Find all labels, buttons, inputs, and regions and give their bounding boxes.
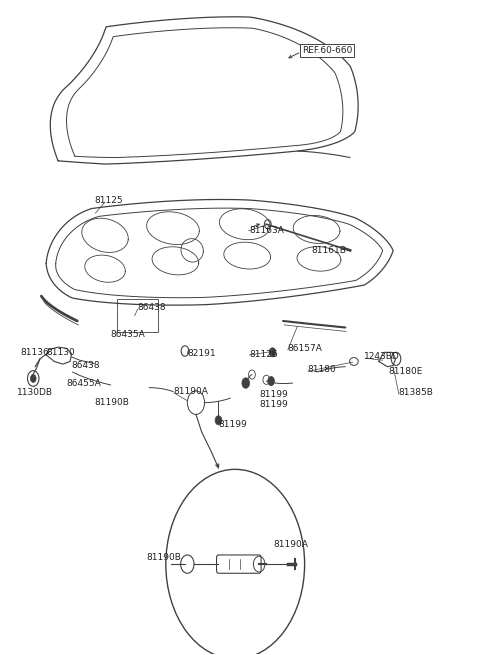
Circle shape	[242, 378, 250, 388]
Text: 86455A: 86455A	[67, 379, 101, 388]
Circle shape	[264, 219, 271, 229]
Text: 81161B: 81161B	[312, 246, 347, 255]
Circle shape	[166, 470, 305, 655]
Text: 81199: 81199	[218, 420, 247, 429]
Circle shape	[30, 375, 36, 383]
Text: 86435A: 86435A	[111, 329, 145, 339]
Circle shape	[269, 348, 276, 357]
Text: 81180E: 81180E	[388, 367, 423, 377]
Circle shape	[215, 416, 222, 425]
Text: 86157A: 86157A	[288, 344, 323, 353]
Text: 81136: 81136	[21, 348, 49, 357]
Text: 81190B: 81190B	[94, 398, 129, 407]
Text: 81190A: 81190A	[173, 387, 208, 396]
Text: 1130DB: 1130DB	[17, 388, 53, 398]
Text: 1243BD: 1243BD	[364, 352, 400, 362]
Text: 81125: 81125	[94, 196, 123, 204]
Text: 81199: 81199	[259, 390, 288, 399]
Text: 81385B: 81385B	[398, 388, 433, 398]
Text: 82191: 82191	[187, 349, 216, 358]
Text: 86438: 86438	[137, 303, 166, 312]
Text: REF.60-660: REF.60-660	[302, 46, 353, 55]
Text: 81180: 81180	[307, 365, 336, 375]
Text: 81126: 81126	[250, 350, 278, 360]
Text: 81130: 81130	[46, 348, 75, 357]
Circle shape	[268, 377, 275, 386]
Text: 81199: 81199	[259, 400, 288, 409]
Text: 86438: 86438	[72, 361, 100, 370]
Text: 81190A: 81190A	[274, 540, 308, 549]
Text: 81163A: 81163A	[250, 226, 285, 235]
Text: 81190B: 81190B	[147, 553, 181, 562]
